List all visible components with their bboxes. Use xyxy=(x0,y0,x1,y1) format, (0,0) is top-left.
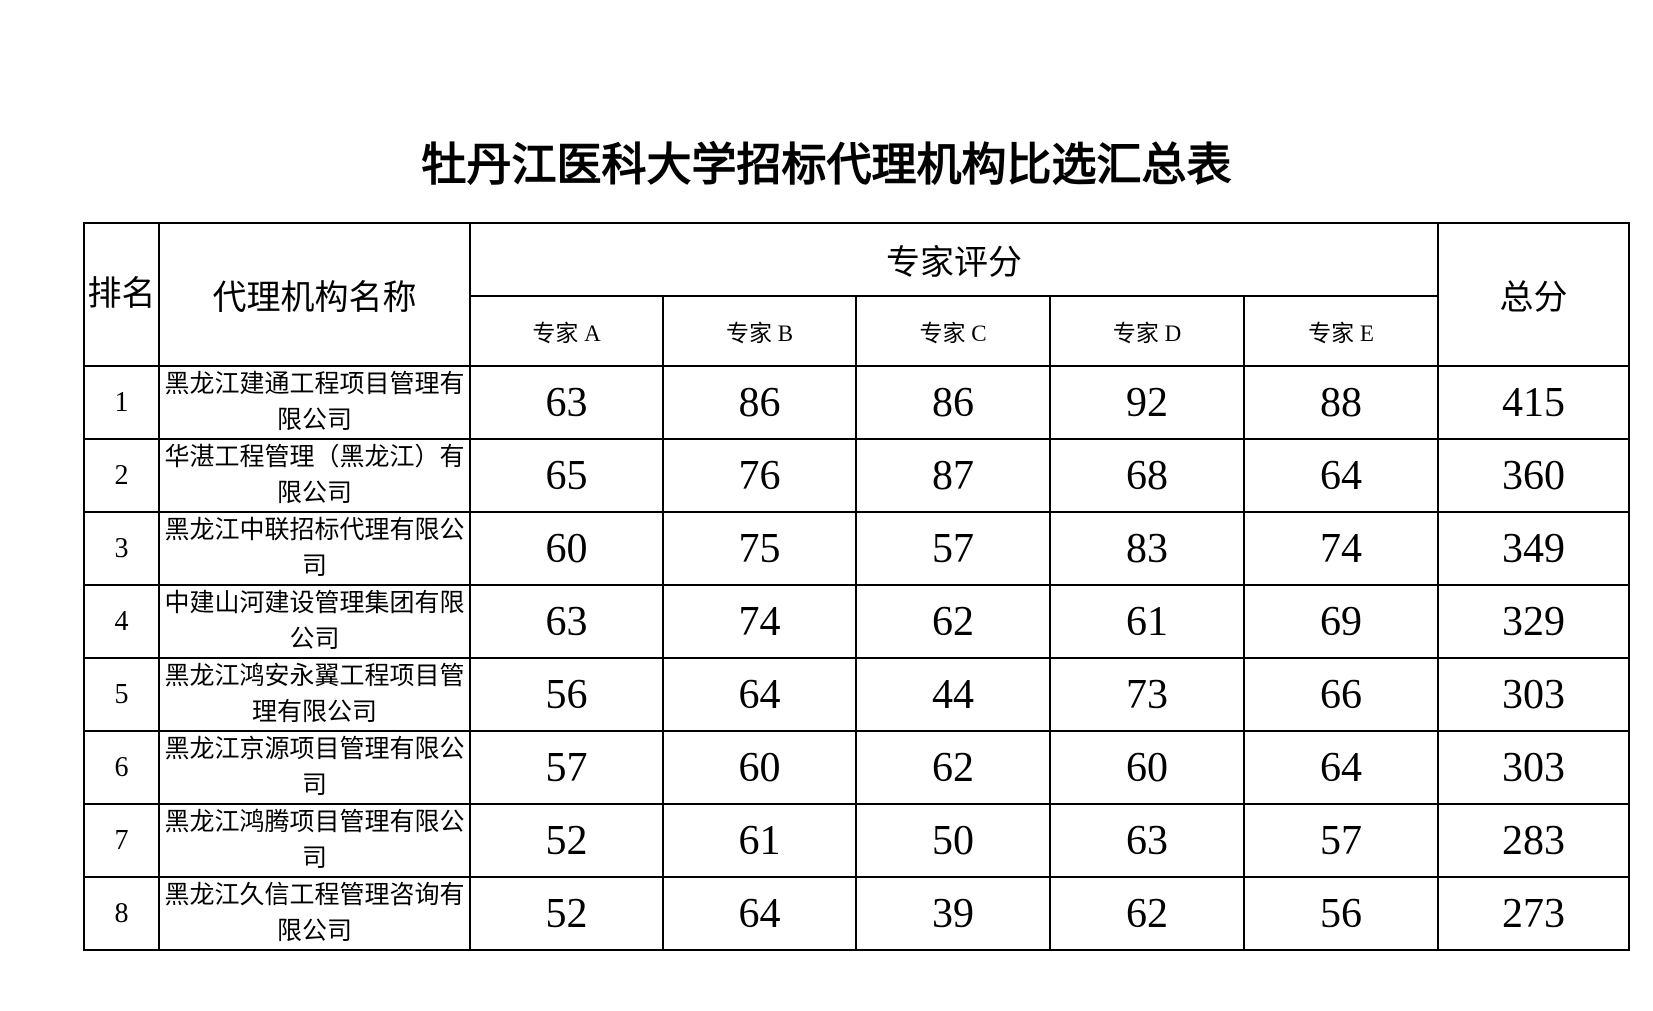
header-total-score: 总分 xyxy=(1437,222,1631,367)
header-row-experts: 专家 A 专家 B 专家 C 专家 D 专家 E xyxy=(84,295,1629,367)
cell-score-expert-b: 74 xyxy=(662,584,857,659)
cell-rank: 6 xyxy=(83,730,160,805)
cell-score-expert-e: 88 xyxy=(1242,365,1440,440)
cell-score-expert-e: 69 xyxy=(1242,584,1440,659)
cell-score-expert-b: 75 xyxy=(662,511,857,586)
cell-score-expert-b: 64 xyxy=(662,876,857,951)
cell-total-score: 303 xyxy=(1437,657,1631,732)
cell-score-expert-c: 62 xyxy=(855,730,1051,805)
cell-score-expert-d: 92 xyxy=(1049,365,1245,440)
cell-agency-name: 黑龙江建通工程项目管理有限公司 xyxy=(158,365,471,440)
cell-score-expert-e: 74 xyxy=(1242,511,1440,586)
cell-score-expert-e: 66 xyxy=(1242,657,1440,732)
cell-score-expert-d: 68 xyxy=(1049,438,1245,513)
header-row-main: 排名 代理机构名称 专家评分 总分 xyxy=(83,222,1631,367)
cell-rank: 1 xyxy=(83,365,160,440)
cell-rank: 4 xyxy=(83,584,160,659)
page-title: 牡丹江医科大学招标代理机构比选汇总表 xyxy=(421,140,1232,190)
header-expert-e: 专家 E xyxy=(1242,295,1440,367)
header-expert-scores-group: 专家评分 xyxy=(468,222,1440,297)
cell-score-expert-b: 61 xyxy=(662,803,857,878)
score-summary-table: 排名 代理机构名称 专家评分 总分 专家 A 专家 B 专家 C 专家 D 专家… xyxy=(83,222,1631,951)
cell-score-expert-a: 56 xyxy=(469,657,664,732)
cell-score-expert-b: 86 xyxy=(662,365,857,440)
header-expert-b: 专家 B xyxy=(662,295,857,367)
cell-rank: 8 xyxy=(83,876,160,951)
cell-score-expert-d: 62 xyxy=(1049,876,1245,951)
header-expert-c: 专家 C xyxy=(855,295,1051,367)
cell-score-expert-a: 65 xyxy=(469,438,664,513)
cell-rank: 7 xyxy=(83,803,160,878)
table-row: 8 黑龙江久信工程管理咨询有限公司 52 64 39 62 56 273 xyxy=(83,876,1631,951)
cell-agency-name: 华湛工程管理（黑龙江）有限公司 xyxy=(158,438,471,513)
table-row: 4 中建山河建设管理集团有限公司 63 74 62 61 69 329 xyxy=(83,584,1631,659)
cell-agency-name: 黑龙江鸿安永翼工程项目管理有限公司 xyxy=(158,657,471,732)
cell-score-expert-c: 87 xyxy=(855,438,1051,513)
cell-score-expert-c: 62 xyxy=(855,584,1051,659)
cell-score-expert-e: 56 xyxy=(1242,876,1440,951)
cell-score-expert-d: 83 xyxy=(1049,511,1245,586)
cell-score-expert-d: 63 xyxy=(1049,803,1245,878)
cell-agency-name: 黑龙江鸿腾项目管理有限公司 xyxy=(158,803,471,878)
cell-total-score: 273 xyxy=(1437,876,1631,951)
cell-agency-name: 黑龙江京源项目管理有限公司 xyxy=(158,730,471,805)
header-rank: 排名 xyxy=(83,222,160,367)
cell-score-expert-e: 64 xyxy=(1242,730,1440,805)
cell-score-expert-a: 63 xyxy=(469,584,664,659)
cell-agency-name: 中建山河建设管理集团有限公司 xyxy=(158,584,471,659)
cell-score-expert-a: 57 xyxy=(469,730,664,805)
cell-score-expert-a: 63 xyxy=(469,365,664,440)
cell-score-expert-a: 52 xyxy=(469,803,664,878)
cell-total-score: 360 xyxy=(1437,438,1631,513)
header-expert-d: 专家 D xyxy=(1049,295,1245,367)
cell-score-expert-b: 76 xyxy=(662,438,857,513)
cell-score-expert-c: 86 xyxy=(855,365,1051,440)
cell-score-expert-d: 60 xyxy=(1049,730,1245,805)
table-row: 5 黑龙江鸿安永翼工程项目管理有限公司 56 64 44 73 66 303 xyxy=(83,657,1631,732)
table-row: 2 华湛工程管理（黑龙江）有限公司 65 76 87 68 64 360 xyxy=(83,438,1631,513)
table-body: 1 黑龙江建通工程项目管理有限公司 63 86 86 92 88 415 2 华湛工程管理（黑龙江… xyxy=(83,365,1631,951)
table-row: 7 黑龙江鸿腾项目管理有限公司 52 61 50 63 57 283 xyxy=(83,803,1631,878)
cell-rank: 3 xyxy=(83,511,160,586)
cell-total-score: 303 xyxy=(1437,730,1631,805)
cell-score-expert-b: 60 xyxy=(662,730,857,805)
cell-total-score: 283 xyxy=(1437,803,1631,878)
cell-score-expert-c: 57 xyxy=(855,511,1051,586)
cell-score-expert-e: 64 xyxy=(1242,438,1440,513)
cell-total-score: 329 xyxy=(1437,584,1631,659)
cell-score-expert-c: 50 xyxy=(855,803,1051,878)
header-agency-name: 代理机构名称 xyxy=(158,222,471,367)
cell-score-expert-d: 73 xyxy=(1049,657,1245,732)
table-row: 1 黑龙江建通工程项目管理有限公司 63 86 86 92 88 415 xyxy=(83,365,1631,440)
cell-score-expert-c: 39 xyxy=(855,876,1051,951)
cell-rank: 5 xyxy=(83,657,160,732)
header-expert-a: 专家 A xyxy=(469,295,664,367)
cell-rank: 2 xyxy=(83,438,160,513)
cell-score-expert-b: 64 xyxy=(662,657,857,732)
table-row: 3 黑龙江中联招标代理有限公司 60 75 57 83 74 349 xyxy=(83,511,1631,586)
table-row: 6 黑龙江京源项目管理有限公司 57 60 62 60 64 303 xyxy=(83,730,1631,805)
cell-score-expert-c: 44 xyxy=(855,657,1051,732)
cell-total-score: 415 xyxy=(1437,365,1631,440)
cell-score-expert-a: 52 xyxy=(469,876,664,951)
cell-score-expert-d: 61 xyxy=(1049,584,1245,659)
cell-score-expert-a: 60 xyxy=(469,511,664,586)
cell-agency-name: 黑龙江久信工程管理咨询有限公司 xyxy=(158,876,471,951)
cell-score-expert-e: 57 xyxy=(1242,803,1440,878)
cell-total-score: 349 xyxy=(1437,511,1631,586)
cell-agency-name: 黑龙江中联招标代理有限公司 xyxy=(158,511,471,586)
